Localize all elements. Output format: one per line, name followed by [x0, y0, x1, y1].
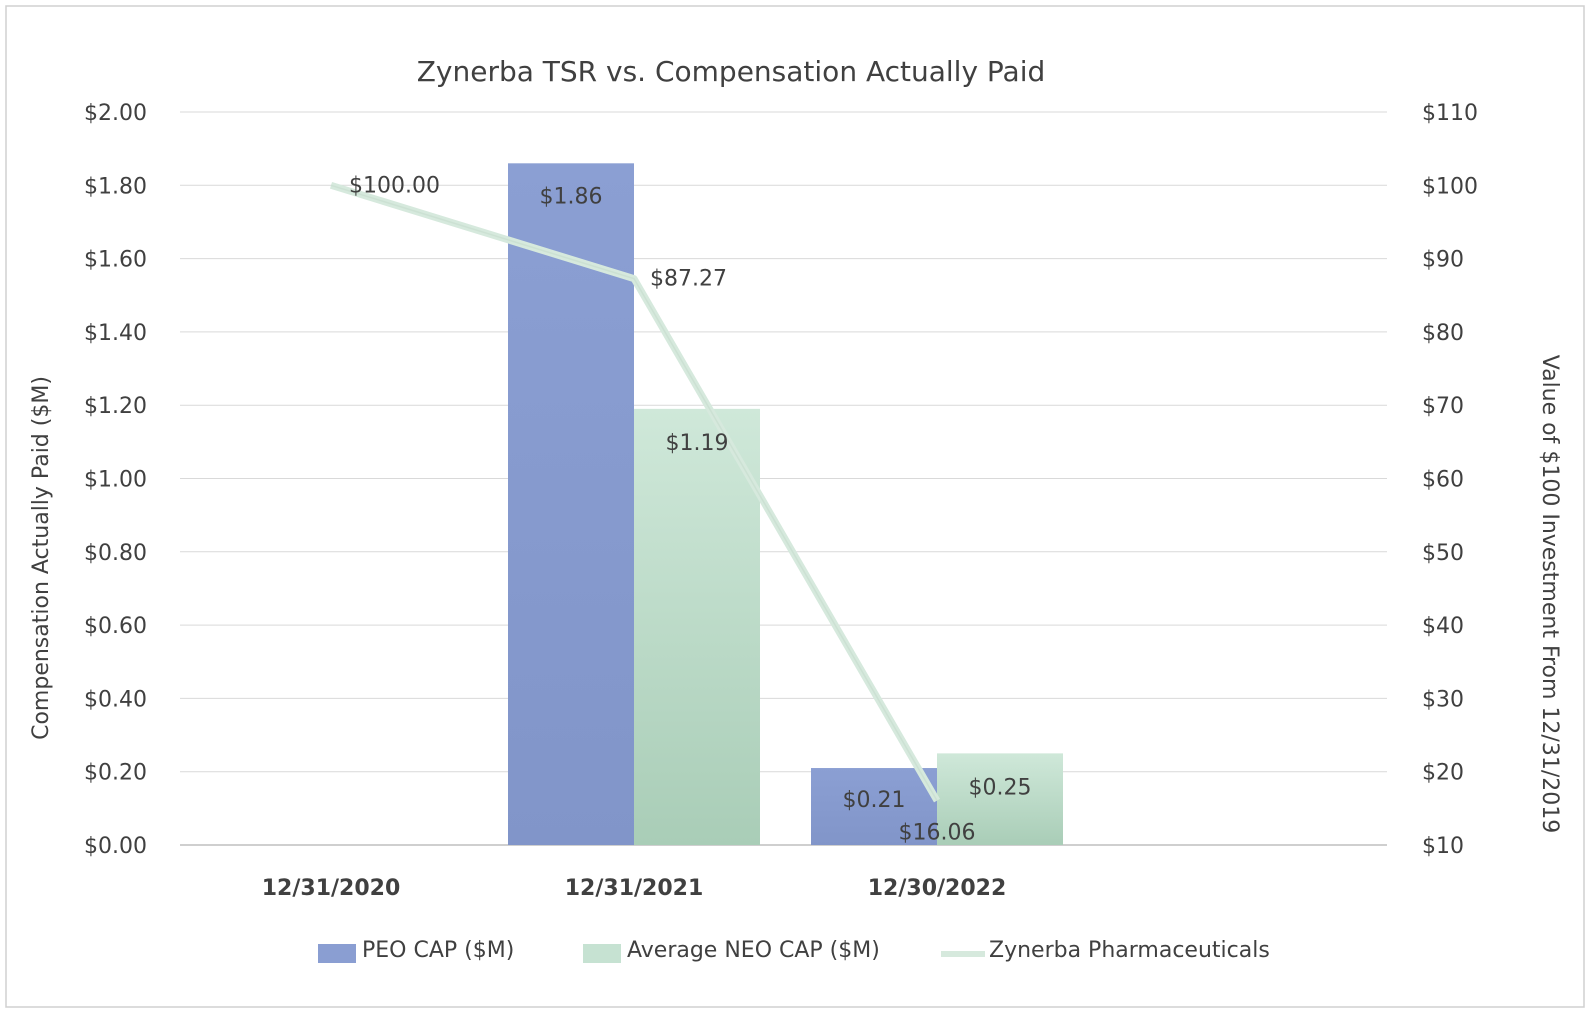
legend-peo-swatch	[318, 944, 356, 963]
y-axis-title: Compensation Actually Paid ($M)	[29, 376, 54, 740]
legend-neo-swatch	[583, 944, 621, 963]
y-tick-label: $1.60	[84, 248, 147, 273]
data-label-peo: $1.86	[540, 184, 603, 209]
y-tick-label: $1.80	[84, 174, 147, 199]
chart-title: Zynerba TSR vs. Compensation Actually Pa…	[417, 55, 1046, 88]
y2-tick-label: $50	[1422, 541, 1464, 566]
bar-peo-cap	[508, 163, 634, 845]
y2-tick-label: $100	[1422, 174, 1478, 199]
y-tick-label: $0.00	[84, 834, 147, 859]
data-label-tsr: $100.00	[349, 173, 440, 198]
chart-border	[5, 5, 1585, 1008]
data-label-tsr: $87.27	[650, 267, 727, 292]
y2-tick-label: $90	[1422, 248, 1464, 273]
y2-tick-label: $10	[1422, 834, 1464, 859]
y-tick-label: $0.20	[84, 761, 147, 786]
y-tick-label: $0.40	[84, 687, 147, 712]
y-tick-label: $1.20	[84, 394, 147, 419]
bar-neo-cap	[634, 408, 760, 845]
y-tick-label: $1.00	[84, 468, 147, 493]
y2-axis-title: Value of $100 Investment From 12/31/2019	[1537, 355, 1562, 834]
data-label-neo: $0.25	[969, 775, 1032, 800]
x-tick-label: 12/30/2022	[868, 876, 1007, 901]
y2-tick-label: $80	[1422, 321, 1464, 346]
legend-neo-label: Average NEO CAP ($M)	[627, 938, 880, 963]
y-tick-label: $2.00	[84, 101, 147, 126]
y-tick-label: $1.40	[84, 321, 147, 346]
x-tick-label: 12/31/2021	[565, 876, 704, 901]
y2-tick-label: $30	[1422, 687, 1464, 712]
y2-tick-label: $110	[1422, 101, 1478, 126]
y2-tick-label: $60	[1422, 468, 1464, 493]
y2-tick-label: $70	[1422, 394, 1464, 419]
bar-peo-cap	[811, 768, 937, 845]
data-label-neo: $1.19	[666, 431, 729, 456]
legend-tsr-label: Zynerba Pharmaceuticals	[989, 938, 1270, 963]
tsr-line-core	[330, 184, 938, 801]
y2-tick-label: $20	[1422, 761, 1464, 786]
x-tick-label: 12/31/2020	[262, 876, 401, 901]
data-label-peo: $0.21	[843, 788, 906, 813]
y-tick-label: $0.80	[84, 541, 147, 566]
legend-peo-label: PEO CAP ($M)	[362, 938, 514, 963]
bar-neo-cap	[937, 753, 1063, 845]
data-label-tsr: $16.06	[899, 821, 976, 846]
y-tick-label: $0.60	[84, 614, 147, 639]
y2-tick-label: $40	[1422, 614, 1464, 639]
